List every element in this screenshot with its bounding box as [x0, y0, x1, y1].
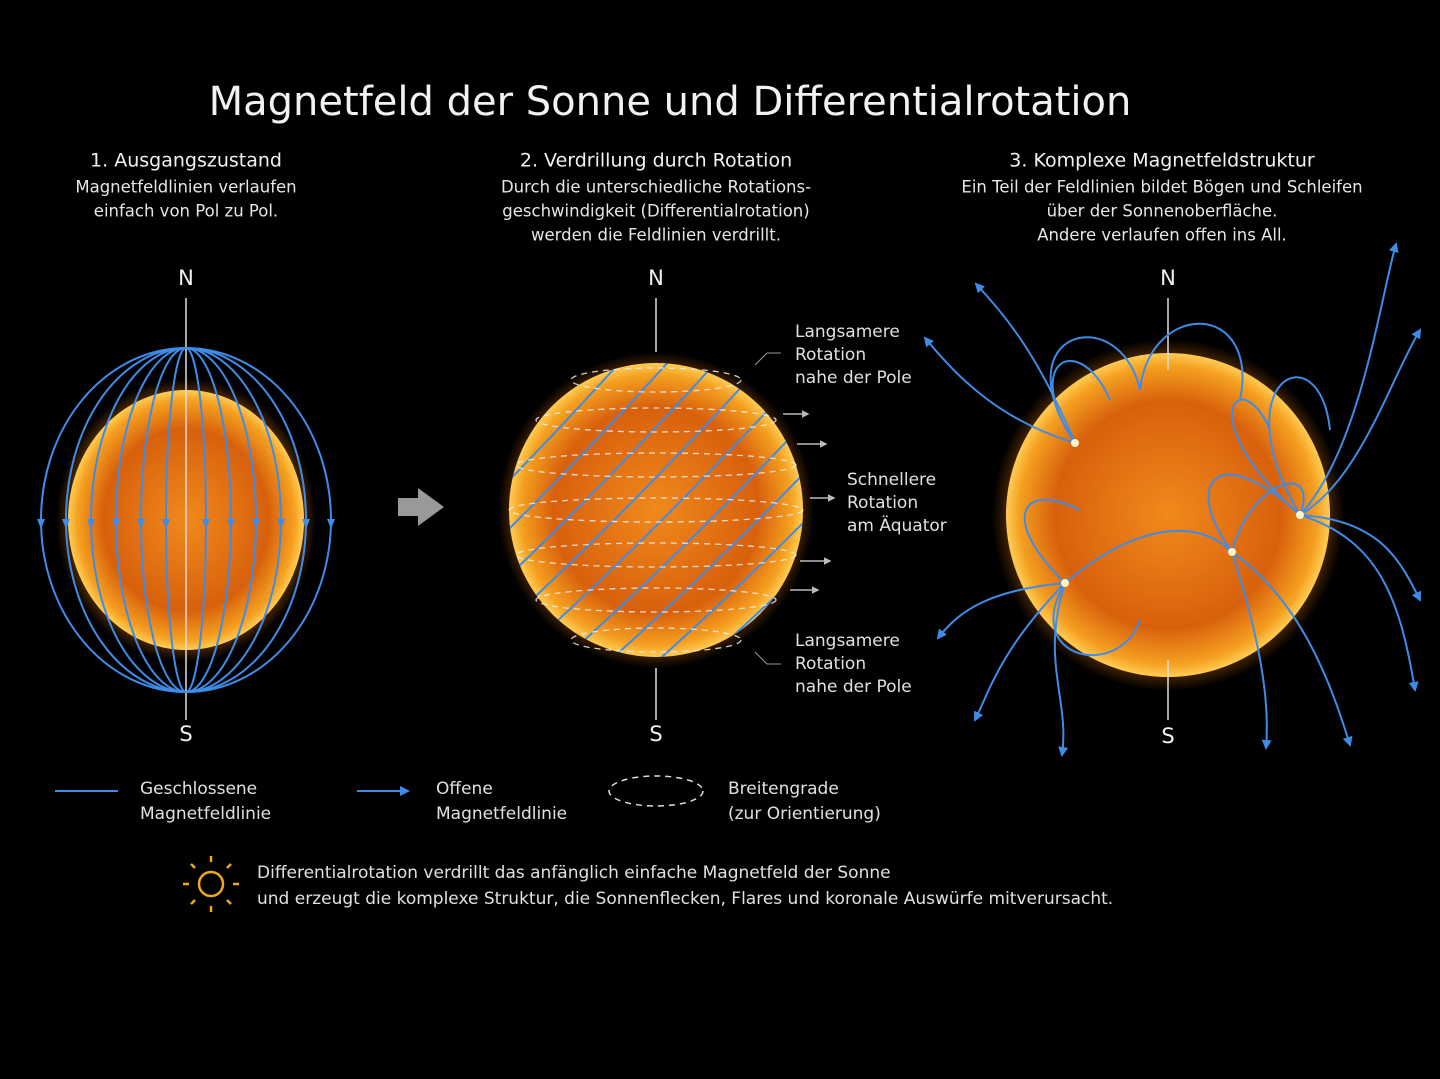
- sun-complex: [923, 242, 1422, 757]
- panel-heading: 3. Komplexe Magnetfeldstruktur: [1009, 150, 1315, 172]
- field-arrow: [112, 519, 120, 529]
- annotation: Langsamere: [795, 631, 900, 651]
- field-loop: [1268, 376, 1331, 516]
- field-arrow: [302, 519, 310, 529]
- field-loop: [1139, 322, 1244, 401]
- latitude: [535, 407, 777, 433]
- panel-description: einfach von Pol zu Pol.: [94, 202, 278, 221]
- annotation: Rotation: [795, 654, 866, 674]
- annotation: Rotation: [795, 345, 866, 365]
- north-label: N: [178, 266, 194, 290]
- sunspot: [1061, 579, 1069, 587]
- field-loop: [1231, 482, 1305, 553]
- field-arrow: [162, 519, 170, 529]
- sunspot: [1296, 511, 1304, 519]
- field-arrow: [87, 519, 95, 529]
- field-open: [936, 582, 1066, 640]
- field-open: [1299, 514, 1419, 692]
- panel-description: geschwindigkeit (Differentialrotation): [502, 202, 809, 221]
- panel-description: Ein Teil der Feldlinien bildet Bögen und…: [961, 178, 1362, 197]
- legend-label: Magnetfeldlinie: [436, 804, 567, 824]
- field-open: [1299, 514, 1421, 602]
- latitude: [570, 627, 742, 653]
- field-arrow: [252, 519, 260, 529]
- legend-label: Geschlossene: [140, 779, 257, 799]
- panel-description: Durch die unterschiedliche Rotations-: [501, 178, 811, 197]
- sun-icon: [183, 856, 239, 912]
- legend-label: (zur Orientierung): [728, 804, 881, 824]
- legend-label: Offene: [436, 779, 493, 799]
- field-open: [1299, 242, 1399, 516]
- sunspot: [1071, 439, 1079, 447]
- latitude: [515, 542, 797, 568]
- annotation: nahe der Pole: [795, 368, 912, 388]
- south-label: S: [1161, 724, 1174, 748]
- field-loop: [1023, 499, 1081, 584]
- field-line: [509, 363, 737, 657]
- field-loop: [1064, 529, 1233, 584]
- field-line: [635, 363, 803, 657]
- field-line: [509, 363, 641, 657]
- panel-description: werden die Feldlinien verdrillt.: [531, 226, 781, 245]
- annotation: Schnellere: [847, 470, 936, 490]
- south-label: S: [179, 722, 192, 746]
- field-open: [1053, 582, 1069, 757]
- field-open: [1231, 551, 1272, 750]
- annotation: Langsamere: [795, 322, 900, 342]
- field-line: [539, 363, 803, 657]
- field-arrow: [62, 519, 70, 529]
- annotation: Rotation: [847, 493, 918, 513]
- field-loop: [1051, 359, 1111, 444]
- sun-twisted: [498, 298, 836, 720]
- south-label: S: [649, 722, 662, 746]
- legend-label: Magnetfeldlinie: [140, 804, 271, 824]
- field-arrow: [227, 519, 235, 529]
- latitude: [508, 497, 804, 523]
- field-line: [587, 363, 803, 657]
- transition-arrow: [398, 488, 444, 526]
- footer-text: Differentialrotation verdrillt das anfän…: [257, 863, 891, 883]
- title: Magnetfeld der Sonne und Differentialrot…: [209, 79, 1132, 125]
- field-arrow: [277, 519, 285, 529]
- field-open: [1299, 328, 1422, 516]
- panel-description: Magnetfeldlinien verlaufen: [75, 178, 296, 197]
- sun: [1006, 353, 1330, 677]
- latitude: [535, 587, 777, 613]
- field-open: [974, 582, 1066, 722]
- panel-heading: 2. Verdrillung durch Rotation: [520, 150, 792, 172]
- sunspot: [1228, 548, 1236, 556]
- annotation: nahe der Pole: [795, 677, 912, 697]
- field-open: [974, 282, 1076, 444]
- field-loop: [1231, 398, 1301, 516]
- field-loop: [1207, 473, 1301, 553]
- field-arrow: [202, 519, 210, 529]
- legend-label: Breitengrade: [728, 779, 839, 799]
- panel-texts: 1. Ausgangszustand Magnetfeldlinien verla…: [75, 150, 1362, 910]
- field-open: [1231, 551, 1353, 747]
- field-arrow: [137, 519, 145, 529]
- field-line: [509, 363, 785, 657]
- field-arrow: [37, 519, 45, 529]
- latitude: [515, 452, 797, 478]
- north-label: N: [648, 266, 664, 290]
- panel-description: Andere verlaufen offen ins All.: [1037, 226, 1287, 245]
- sun: [509, 363, 803, 657]
- legend-latitude: [608, 775, 704, 807]
- annotation: am Äquator: [847, 515, 947, 536]
- field-line: [509, 363, 689, 657]
- panel-description: über der Sonnenoberfläche.: [1047, 202, 1278, 221]
- north-label: N: [1160, 266, 1176, 290]
- field-loop: [1052, 582, 1141, 656]
- field-open: [923, 336, 1076, 444]
- leader-lines: [754, 352, 781, 665]
- panel-heading: 1. Ausgangszustand: [90, 150, 282, 172]
- latitude: [570, 367, 742, 393]
- sun-initial: [37, 298, 335, 720]
- field-arrow: [327, 519, 335, 529]
- footer-text: und erzeugt die komplexe Struktur, die S…: [257, 889, 1113, 909]
